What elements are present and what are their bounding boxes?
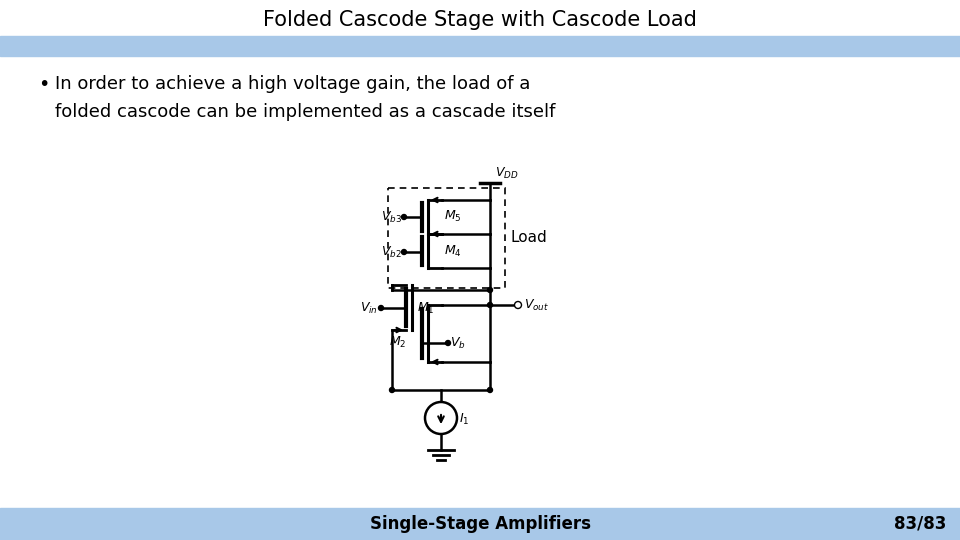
Circle shape xyxy=(488,388,492,393)
Text: $V_{out}$: $V_{out}$ xyxy=(524,298,549,313)
Text: $M_2$: $M_2$ xyxy=(389,334,406,349)
Circle shape xyxy=(401,249,406,254)
Bar xyxy=(388,188,505,288)
Text: In order to achieve a high voltage gain, the load of a: In order to achieve a high voltage gain,… xyxy=(55,75,530,93)
Circle shape xyxy=(378,306,383,310)
Text: 83/83: 83/83 xyxy=(894,515,947,533)
Bar xyxy=(0,508,960,540)
Circle shape xyxy=(401,214,406,219)
Text: $V_{DD}$: $V_{DD}$ xyxy=(495,166,518,181)
Circle shape xyxy=(445,341,450,346)
Text: Single-Stage Amplifiers: Single-Stage Amplifiers xyxy=(370,515,590,533)
Circle shape xyxy=(515,301,521,308)
Text: $I_1$: $I_1$ xyxy=(459,411,469,427)
Text: $V_b$: $V_b$ xyxy=(450,335,466,350)
Circle shape xyxy=(488,302,492,307)
Text: $M_1$: $M_1$ xyxy=(417,300,435,315)
Text: $V_{b3}$: $V_{b3}$ xyxy=(381,210,402,225)
Text: $V_{in}$: $V_{in}$ xyxy=(360,300,378,315)
Text: $V_{b2}$: $V_{b2}$ xyxy=(381,245,402,260)
Text: Load: Load xyxy=(511,231,548,246)
Text: folded cascode can be implemented as a cascade itself: folded cascode can be implemented as a c… xyxy=(55,103,556,121)
Text: Folded Cascode Stage with Cascode Load: Folded Cascode Stage with Cascode Load xyxy=(263,10,697,30)
Circle shape xyxy=(390,388,395,393)
Bar xyxy=(0,36,960,56)
Text: $M_5$: $M_5$ xyxy=(444,208,462,224)
Text: •: • xyxy=(38,75,49,94)
Circle shape xyxy=(488,287,492,293)
Text: $M_4$: $M_4$ xyxy=(444,244,462,259)
